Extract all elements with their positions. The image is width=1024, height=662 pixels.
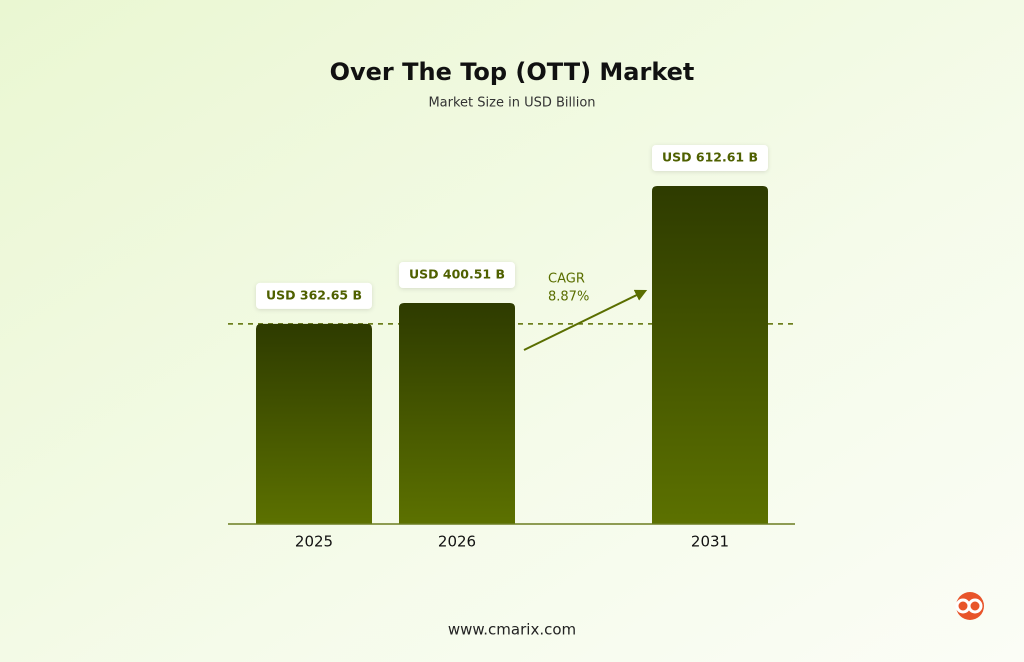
annotation: CAGR bbox=[548, 272, 585, 287]
x-tick-label: 2026 bbox=[438, 533, 476, 551]
logo bbox=[955, 592, 984, 620]
source: www.cmarix.com bbox=[448, 621, 576, 639]
value-label-box bbox=[652, 145, 768, 171]
chart-subtitle: Market Size in USD Billion bbox=[428, 96, 595, 111]
x-tick-label: 2025 bbox=[295, 533, 333, 551]
value-label: USD 400.51 B bbox=[409, 267, 505, 282]
value-label: USD 362.65 B bbox=[266, 287, 362, 302]
value-label-box bbox=[256, 282, 372, 309]
x-tick-label: 2031 bbox=[691, 533, 729, 551]
value-label-box bbox=[399, 262, 515, 289]
chart-title: Over The Top (OTT) Market bbox=[330, 58, 695, 86]
cagr-arrow bbox=[523, 289, 648, 351]
bar bbox=[399, 303, 515, 524]
annotation: 8.87% bbox=[548, 290, 589, 305]
value-label: USD 612.61 B bbox=[662, 150, 758, 165]
bar bbox=[256, 323, 372, 524]
bar bbox=[652, 186, 768, 524]
